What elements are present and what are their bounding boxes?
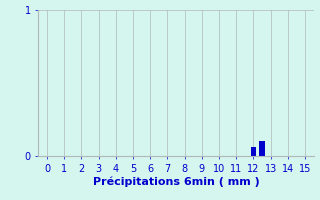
Bar bbox=[260, 141, 265, 156]
Bar bbox=[251, 147, 256, 156]
X-axis label: Précipitations 6min ( mm ): Précipitations 6min ( mm ) bbox=[92, 176, 260, 187]
